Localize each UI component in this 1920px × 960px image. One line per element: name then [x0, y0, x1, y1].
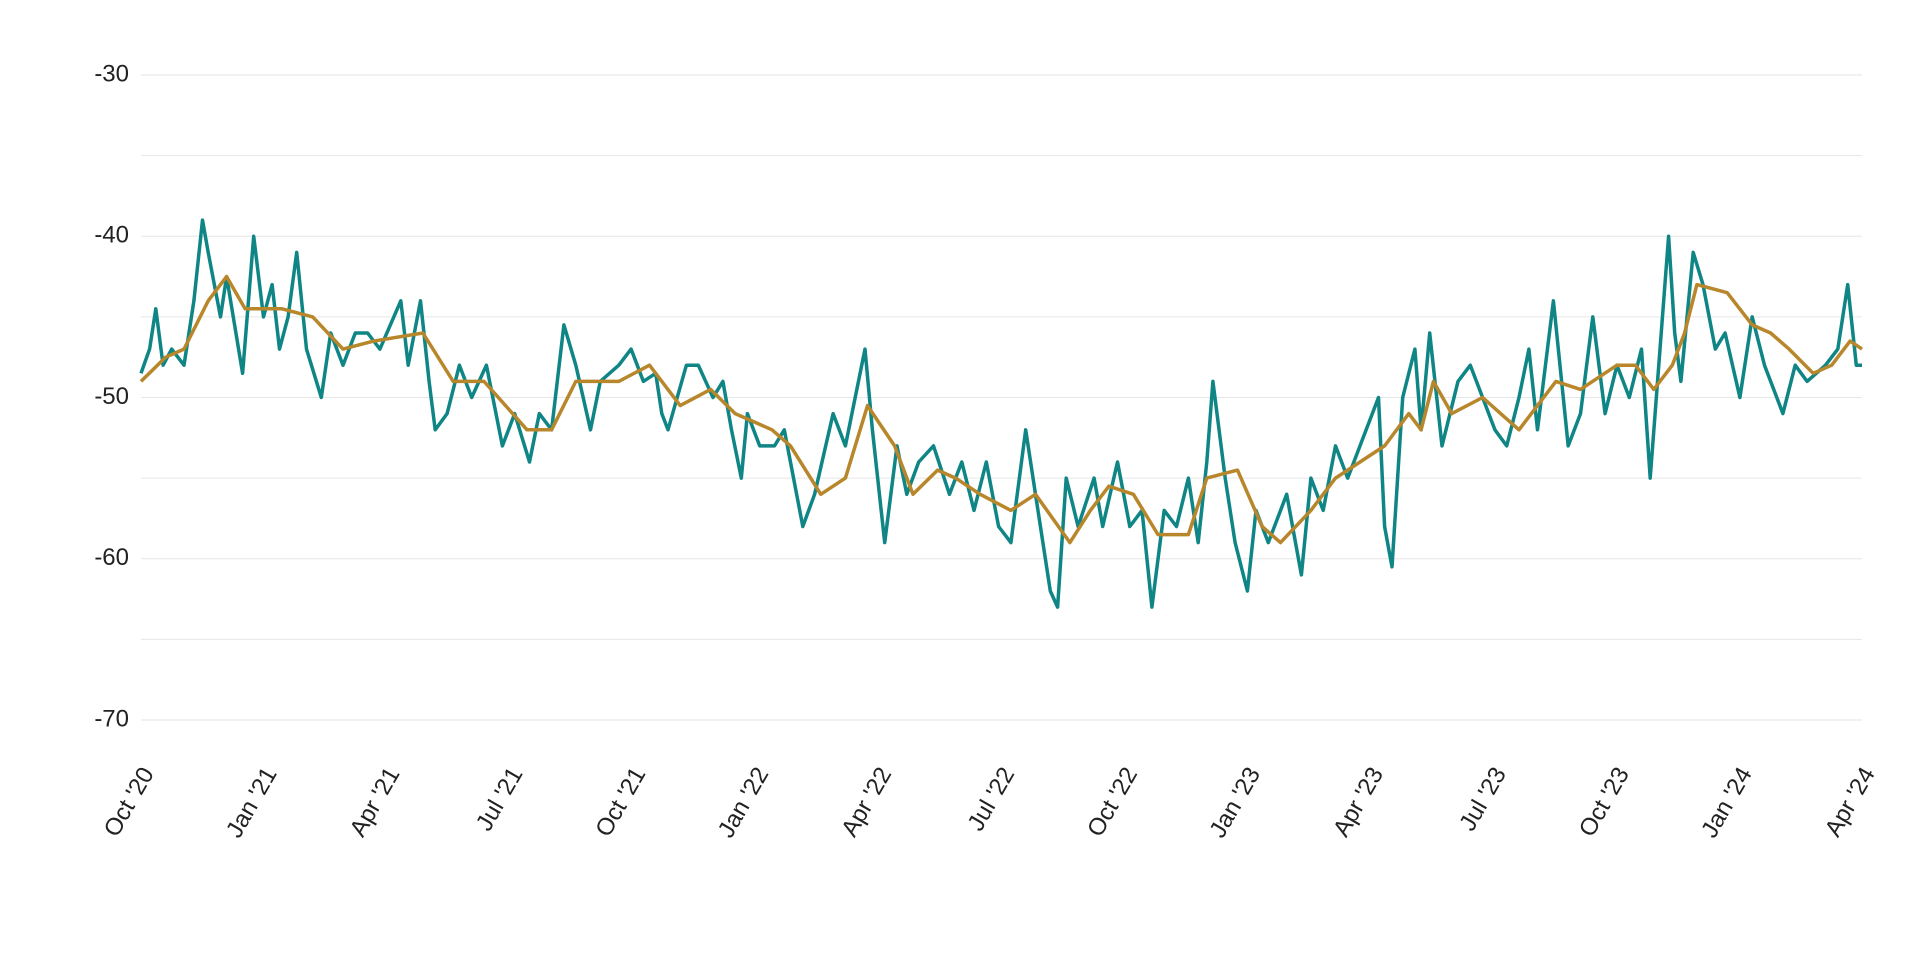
y-tick-label: -60	[94, 544, 129, 571]
x-tick-label: Jan '24	[1696, 763, 1758, 843]
x-tick-label: Jan '23	[1204, 763, 1266, 843]
x-tick-label: Oct '20	[99, 763, 160, 842]
data-line	[139, 274, 1863, 545]
y-tick-label: -30	[94, 60, 129, 87]
x-tick-label: Apr '22	[836, 763, 897, 842]
x-tick-label: Apr '24	[1820, 763, 1881, 842]
x-tick-label: Oct '23	[1574, 763, 1635, 842]
x-tick-label: Jul '21	[471, 763, 529, 836]
x-tick-label: Jan '21	[221, 763, 283, 843]
data-line	[139, 218, 1862, 609]
x-tick-label: Oct '21	[590, 763, 651, 842]
x-tick-label: Jul '22	[962, 763, 1020, 836]
y-tick-label: -40	[94, 222, 129, 249]
x-tick-label: Apr '23	[1328, 763, 1389, 842]
y-tick-label: -70	[94, 705, 129, 732]
x-tick-label: Oct '22	[1082, 763, 1143, 842]
y-tick-label: -50	[94, 383, 129, 410]
x-tick-label: Jan '22	[713, 763, 775, 843]
x-tick-label: Jul '23	[1454, 763, 1512, 836]
x-tick-label: Apr '21	[345, 763, 406, 842]
